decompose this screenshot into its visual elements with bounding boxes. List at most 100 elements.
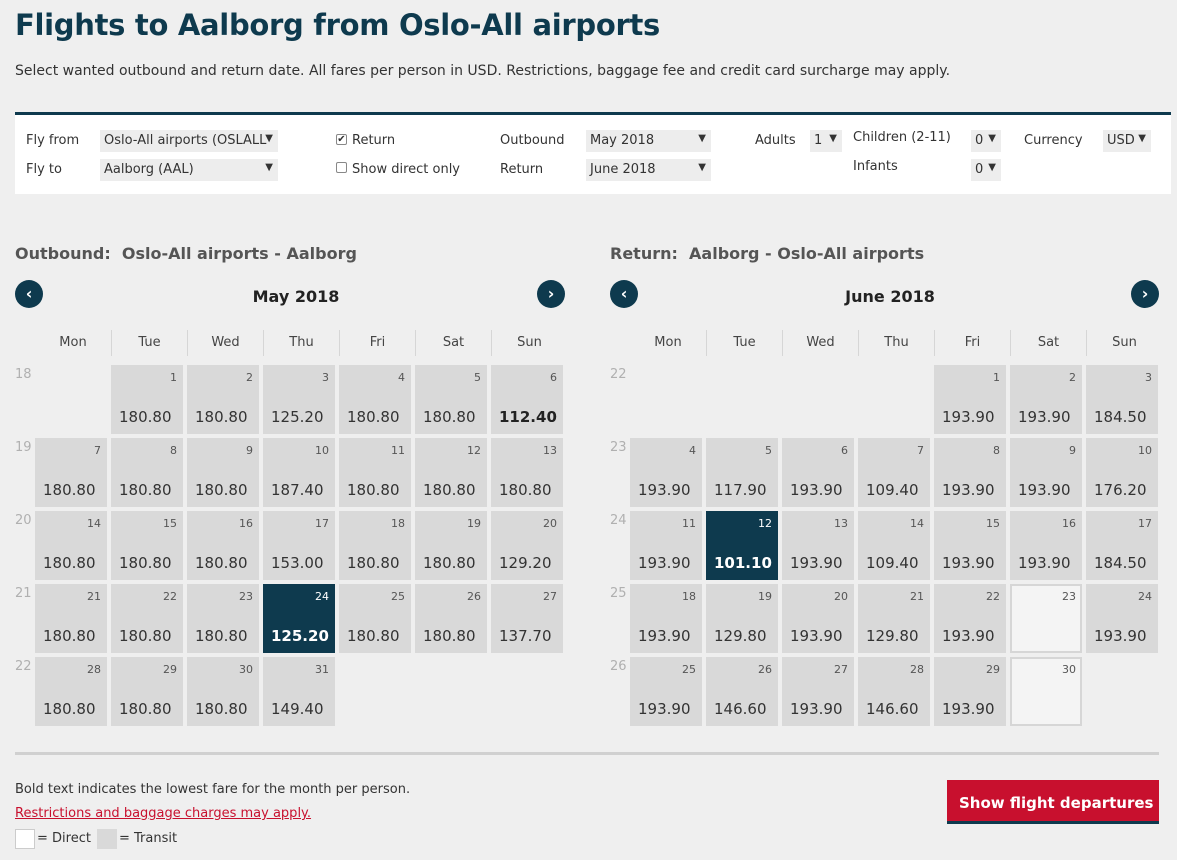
outbound-day-cell[interactable]: 15 180.80 [111,511,183,580]
return-next-month-button[interactable]: › [1131,280,1159,308]
return-month-select[interactable]: June 2018 ▼ [586,159,711,181]
return-day-cell[interactable]: 20 193.90 [782,584,854,653]
outbound-day-cell[interactable]: 25 180.80 [339,584,411,653]
return-day-cell[interactable]: 13 193.90 [782,511,854,580]
day-number: 26 [467,590,481,603]
fare-price: 180.80 [195,627,248,645]
fly-to-value: Aalborg (AAL) [104,162,194,177]
outbound-day-cell[interactable]: 8 180.80 [111,438,183,507]
fare-price: 137.70 [499,627,552,645]
return-prev-month-button[interactable]: ‹ [610,280,638,308]
return-day-cell[interactable]: 3 184.50 [1086,365,1158,434]
return-day-cell[interactable]: 30 [1010,657,1082,726]
return-day-cell[interactable]: 16 193.90 [1010,511,1082,580]
return-day-cell[interactable]: 1 193.90 [934,365,1006,434]
return-day-cell[interactable]: 27 193.90 [782,657,854,726]
return-day-cell[interactable]: 4 193.90 [630,438,702,507]
return-day-cell[interactable]: 2 193.90 [1010,365,1082,434]
day-number: 27 [543,590,557,603]
day-number: 29 [163,663,177,676]
fare-price: 180.80 [195,408,248,426]
outbound-day-cell[interactable]: 29 180.80 [111,657,183,726]
outbound-day-cell[interactable]: 13 180.80 [491,438,563,507]
return-day-cell[interactable]: 19 129.80 [706,584,778,653]
outbound-day-cell[interactable]: 19 180.80 [415,511,487,580]
return-month-title: June 2018 [845,287,935,306]
chevron-down-icon: ▼ [265,133,273,144]
children-select[interactable]: 0 ▼ [971,130,1001,152]
return-day-cell[interactable]: 11 193.90 [630,511,702,580]
outbound-day-cell[interactable]: 12 180.80 [415,438,487,507]
outbound-day-cell[interactable]: 27 137.70 [491,584,563,653]
outbound-next-month-button[interactable]: › [537,280,565,308]
outbound-day-cell[interactable]: 17 153.00 [263,511,335,580]
day-number: 2 [1069,371,1076,384]
show-flight-departures-button[interactable]: Show flight departures [947,780,1159,824]
outbound-day-cell[interactable]: 9 180.80 [187,438,259,507]
currency-select[interactable]: USD ▼ [1103,130,1151,152]
outbound-month-select[interactable]: May 2018 ▼ [586,130,711,152]
direct-only-checkbox[interactable] [336,162,347,173]
fare-price: 180.80 [347,481,400,499]
return-day-cell[interactable]: 23 [1010,584,1082,653]
outbound-day-cell[interactable]: 4 180.80 [339,365,411,434]
return-day-cell[interactable]: 17 184.50 [1086,511,1158,580]
outbound-day-cell[interactable]: 20 129.20 [491,511,563,580]
outbound-day-cell[interactable]: 16 180.80 [187,511,259,580]
outbound-week-number: 21 [15,586,32,601]
return-day-cell[interactable]: 21 129.80 [858,584,930,653]
page-title: Flights to Aalborg from Oslo-All airport… [15,8,661,42]
outbound-day-cell[interactable]: 10 187.40 [263,438,335,507]
outbound-day-cell[interactable]: 6 112.40 [491,365,563,434]
outbound-day-cell[interactable]: 22 180.80 [111,584,183,653]
outbound-day-cell[interactable]: 31 149.40 [263,657,335,726]
return-day-cell[interactable]: 25 193.90 [630,657,702,726]
fare-price: 180.80 [119,700,172,718]
return-day-cell[interactable]: 28 146.60 [858,657,930,726]
return-day-cell[interactable]: 12 101.10 [706,511,778,580]
outbound-day-cell[interactable]: 30 180.80 [187,657,259,726]
outbound-day-cell[interactable]: 7 180.80 [35,438,107,507]
return-day-cell[interactable]: 5 117.90 [706,438,778,507]
fare-price: 193.90 [790,481,843,499]
fare-price: 193.90 [790,627,843,645]
return-day-cell[interactable]: 8 193.90 [934,438,1006,507]
outbound-day-cell[interactable]: 21 180.80 [35,584,107,653]
outbound-day-cell[interactable]: 3 125.20 [263,365,335,434]
infants-select[interactable]: 0 ▼ [971,159,1001,181]
return-day-cell[interactable]: 26 146.60 [706,657,778,726]
outbound-day-cell[interactable]: 11 180.80 [339,438,411,507]
day-number: 19 [758,590,772,603]
outbound-day-cell[interactable]: 23 180.80 [187,584,259,653]
return-day-cell[interactable]: 14 109.40 [858,511,930,580]
outbound-day-cell[interactable]: 28 180.80 [35,657,107,726]
return-checkbox[interactable]: ✔ [336,134,347,145]
return-day-cell[interactable]: 7 109.40 [858,438,930,507]
adults-value: 1 [814,133,823,148]
return-day-cell[interactable]: 6 193.90 [782,438,854,507]
restrictions-link[interactable]: Restrictions and baggage charges may app… [15,806,312,821]
return-weekday-sat: Sat [1010,330,1086,356]
adults-select[interactable]: 1 ▼ [810,130,842,152]
fare-price: 146.60 [866,700,919,718]
return-day-cell[interactable]: 24 193.90 [1086,584,1158,653]
return-day-cell[interactable]: 9 193.90 [1010,438,1082,507]
outbound-day-cell[interactable]: 26 180.80 [415,584,487,653]
return-day-cell[interactable]: 18 193.90 [630,584,702,653]
fly-from-select[interactable]: Oslo-All airports (OSLALL ▼ [100,130,278,152]
outbound-day-cell[interactable]: 18 180.80 [339,511,411,580]
outbound-day-cell[interactable]: 24 125.20 [263,584,335,653]
fly-to-select[interactable]: Aalborg (AAL) ▼ [100,159,278,181]
outbound-day-cell[interactable]: 5 180.80 [415,365,487,434]
outbound-prev-month-button[interactable]: ‹ [15,280,43,308]
outbound-day-cell[interactable]: 1 180.80 [111,365,183,434]
outbound-day-cell[interactable]: 2 180.80 [187,365,259,434]
return-day-cell[interactable]: 29 193.90 [934,657,1006,726]
return-day-cell[interactable]: 22 193.90 [934,584,1006,653]
return-day-cell[interactable]: 15 193.90 [934,511,1006,580]
day-number: 1 [170,371,177,384]
return-heading-label: Return: [610,244,678,263]
outbound-day-cell[interactable]: 14 180.80 [35,511,107,580]
fare-price: 180.80 [43,700,96,718]
return-day-cell[interactable]: 10 176.20 [1086,438,1158,507]
